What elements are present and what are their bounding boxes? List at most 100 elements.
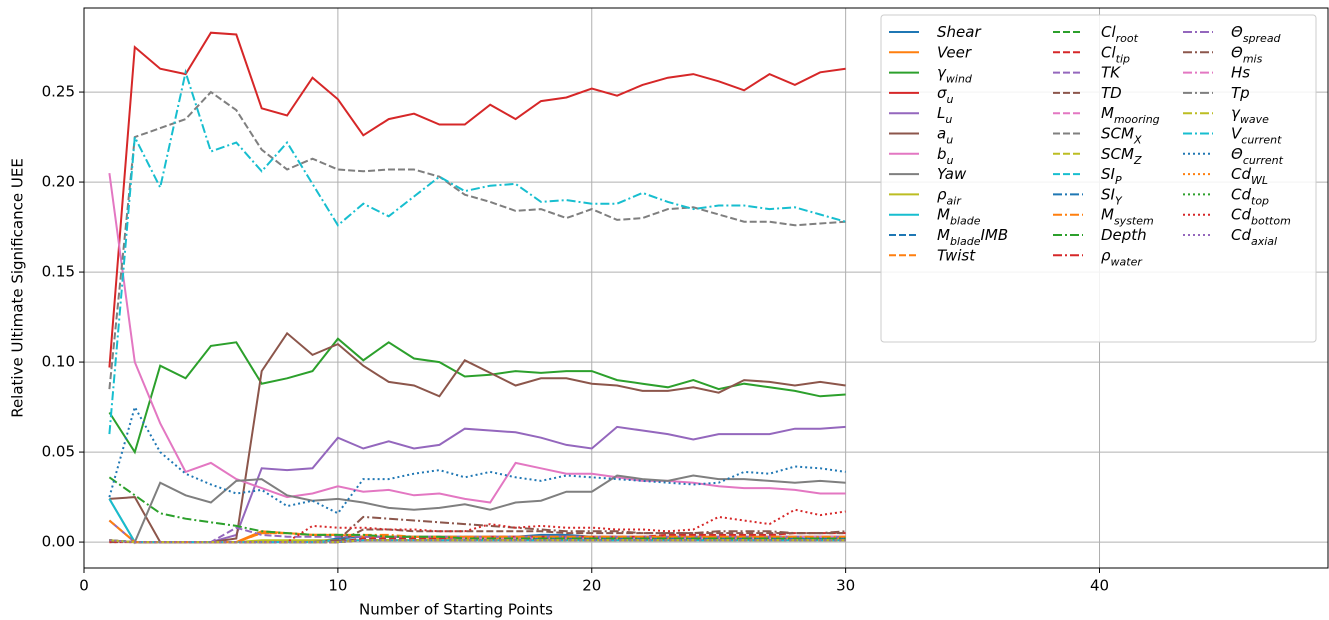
legend-label: γwave <box>1231 104 1269 126</box>
legend-subscript: mis <box>1243 52 1263 65</box>
legend-label: Clroot <box>1101 23 1139 45</box>
legend-name: M <box>1101 205 1114 223</box>
legend-name: Cd <box>1231 185 1251 203</box>
legend-name: Tp <box>1231 83 1250 101</box>
y-axis-label: Relative Ultimate Significance UEE <box>9 158 27 418</box>
legend-subscript: blade <box>950 214 981 227</box>
legend-name: SI <box>1101 185 1116 203</box>
legend-subscript: Z <box>1133 153 1142 166</box>
legend-name: Depth <box>1101 226 1147 244</box>
legend-name: ρ <box>937 185 947 203</box>
legend-name: b <box>937 144 947 162</box>
legend-subscript: water <box>1111 255 1144 268</box>
legend-subscript: blade <box>950 235 981 248</box>
legend-subscript: top <box>1251 194 1269 207</box>
legend-label: Depth <box>1101 226 1147 244</box>
legend-name: M <box>937 205 950 223</box>
legend-name: Cl <box>1101 43 1116 61</box>
series-line <box>108 172 846 504</box>
legend-subscript: wind <box>946 72 973 85</box>
legend-box <box>880 14 1317 343</box>
legend-name: γ <box>937 63 947 81</box>
legend-name: Veer <box>937 43 972 61</box>
legend-subscript: u <box>947 92 954 105</box>
legend-name: Yaw <box>937 165 967 183</box>
legend-subscript: current <box>1243 153 1284 166</box>
legend-label: Tp <box>1231 83 1250 101</box>
legend-name: M <box>1101 104 1114 122</box>
legend-name: SCM <box>1101 124 1134 142</box>
legend-name: M <box>937 226 950 244</box>
legend-subscript: current <box>1241 133 1282 146</box>
legend-label: ρwater <box>1101 246 1143 268</box>
legend-subscript: air <box>947 194 963 207</box>
y-tick-label: 0.00 <box>42 533 75 551</box>
legend-label: SCMZ <box>1101 144 1142 166</box>
legend-name: Twist <box>937 246 976 264</box>
series-line <box>108 337 846 455</box>
legend-name: Shear <box>937 23 981 41</box>
legend-label: ρair <box>937 185 962 207</box>
legend-label: Lu <box>937 104 952 126</box>
legend-label: Cdbottom <box>1231 205 1291 227</box>
legend-name: TK <box>1101 63 1121 81</box>
x-axis-label: Number of Starting Points <box>359 601 553 619</box>
legend-name: Cd <box>1231 205 1251 223</box>
series-line <box>108 404 846 515</box>
legend-suffix: IMB <box>980 226 1008 244</box>
legend-label: Mblade <box>937 205 981 227</box>
series-line <box>108 90 846 390</box>
legend-subscript: wave <box>1240 113 1269 126</box>
series-line <box>108 68 846 435</box>
legend-label: Cdtop <box>1231 185 1269 207</box>
legend-label: Hs <box>1231 63 1250 81</box>
legend-label: σu <box>937 83 954 105</box>
legend-name: SI <box>1101 165 1116 183</box>
legend-label: Yaw <box>937 165 967 183</box>
legend-label: Msystem <box>1101 205 1154 227</box>
legend-label: Θmis <box>1231 43 1263 65</box>
legend-name: Cd <box>1231 165 1251 183</box>
legend-name: L <box>937 104 945 122</box>
legend-subscript: tip <box>1116 52 1130 65</box>
legend-label: CdWL <box>1231 165 1268 187</box>
legend-name: V <box>1231 124 1243 142</box>
x-tick-label: 30 <box>836 577 855 595</box>
legend-name: Θ <box>1231 144 1243 162</box>
y-tick-label: 0.10 <box>42 353 75 371</box>
legend-label: SIP <box>1101 165 1122 187</box>
legend-subscript: X <box>1133 133 1142 146</box>
legend: ShearVeerγwindσuLuaubuYawρairMbladeMblad… <box>880 14 1317 343</box>
series-line <box>108 31 846 368</box>
x-tick-label: 10 <box>328 577 347 595</box>
legend-subscript: u <box>945 113 952 126</box>
legend-label: Θspread <box>1231 23 1282 45</box>
legend-label: MbladeIMB <box>937 226 1008 248</box>
series-line <box>109 331 846 544</box>
legend-label: Vcurrent <box>1231 124 1282 146</box>
legend-label: γwind <box>937 63 973 85</box>
legend-name: Θ <box>1231 23 1243 41</box>
legend-label: bu <box>937 144 954 166</box>
legend-subscript: spread <box>1243 32 1282 45</box>
legend-label: Cltip <box>1101 43 1130 65</box>
y-tick-label: 0.25 <box>42 83 75 101</box>
legend-name: Θ <box>1231 43 1243 61</box>
legend-name: TD <box>1101 83 1122 101</box>
legend-label: Θcurrent <box>1231 144 1284 166</box>
legend-name: σ <box>937 83 947 101</box>
legend-label: au <box>937 124 953 146</box>
legend-label: Shear <box>937 23 981 41</box>
legend-name: γ <box>1231 104 1241 122</box>
legend-label: Twist <box>937 246 976 264</box>
legend-subscript: u <box>946 133 953 146</box>
legend-label: SIY <box>1101 185 1123 207</box>
y-tick-label: 0.05 <box>42 443 75 461</box>
series-line <box>109 539 846 544</box>
legend-subscript: root <box>1116 32 1139 45</box>
legend-label: Cdaxial <box>1231 226 1277 248</box>
x-tick-label: 0 <box>79 577 89 595</box>
x-tick-label: 40 <box>1090 577 1109 595</box>
legend-subscript: Y <box>1115 194 1123 207</box>
